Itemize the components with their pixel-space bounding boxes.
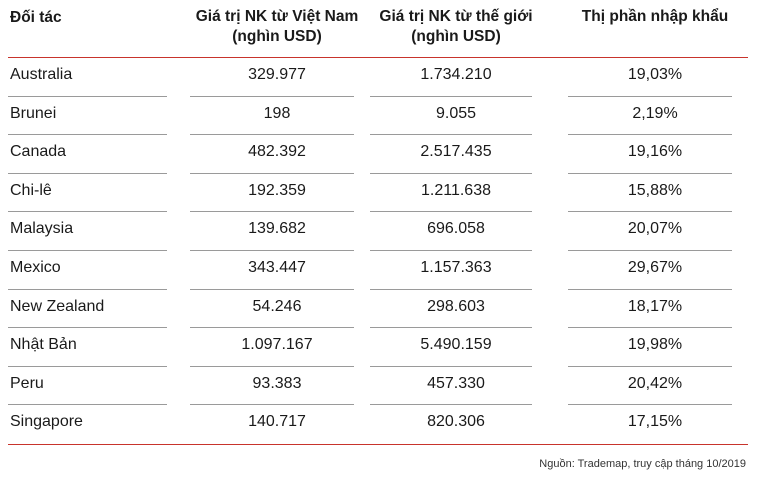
header-rule <box>8 57 748 58</box>
partner-name: Nhật Bản <box>10 336 77 354</box>
value-cell: 93.383 <box>252 374 302 392</box>
partner-name: Australia <box>10 66 73 83</box>
row-divider <box>8 288 167 290</box>
row-divider <box>190 250 354 251</box>
value-cell: 9.055 <box>435 104 477 122</box>
value-cell: 1.734.210 <box>420 66 492 83</box>
value-cell: 298.603 <box>427 297 485 315</box>
row-divider <box>568 95 732 97</box>
row-divider <box>190 134 354 136</box>
value-cell: 820.306 <box>427 413 485 431</box>
bottom-rule <box>8 444 748 445</box>
value-cell: 29,67% <box>627 259 683 276</box>
row-divider <box>568 288 732 290</box>
row-divider <box>568 134 732 136</box>
row-divider <box>8 250 167 251</box>
value-cell: 1.211.638 <box>421 181 491 199</box>
row-divider <box>370 250 532 251</box>
row-divider <box>370 134 532 136</box>
header-cell: Thị phần nhập khẩu <box>581 8 729 25</box>
partner-name: New Zealand <box>10 297 105 315</box>
row-divider <box>190 211 354 213</box>
row-divider <box>190 365 354 367</box>
value-cell: 343.447 <box>248 259 306 276</box>
row-divider <box>568 404 732 406</box>
row-divider <box>8 134 167 136</box>
value-cell: 1.097.167 <box>241 336 313 354</box>
row-divider <box>190 95 354 97</box>
row-divider <box>568 211 732 213</box>
partner-name: Brunei <box>10 104 57 122</box>
value-cell: 140.717 <box>248 413 306 431</box>
value-cell: 696.058 <box>427 220 485 238</box>
value-cell: 457.330 <box>427 374 485 392</box>
row-divider <box>370 404 532 406</box>
row-divider <box>370 288 532 290</box>
row-divider <box>370 365 532 367</box>
row-divider <box>190 404 354 406</box>
row-divider <box>568 365 732 367</box>
partner-name: Peru <box>10 374 44 392</box>
row-divider <box>8 404 167 406</box>
partner-name: Mexico <box>10 259 61 276</box>
row-divider <box>190 288 354 290</box>
value-cell: 329.977 <box>248 66 306 83</box>
row-divider <box>190 327 354 329</box>
partner-name: Canada <box>10 143 67 161</box>
value-cell: 20,07% <box>627 220 683 238</box>
value-cell: 5.490.159 <box>420 336 492 354</box>
header-cell: Giá trị NK từ thế giới (nghìn USD) <box>379 8 533 45</box>
row-divider <box>8 172 167 174</box>
partner-name: Malaysia <box>10 220 74 238</box>
row-divider <box>568 172 732 174</box>
header-cell: Giá trị NK từ Việt Nam (nghìn USD) <box>195 8 359 45</box>
value-cell: 18,17% <box>627 297 683 315</box>
header-cell: Đối tác <box>10 9 62 26</box>
row-divider <box>190 172 354 174</box>
value-cell: 139.682 <box>248 220 306 238</box>
row-divider <box>8 327 167 329</box>
row-divider <box>370 211 532 213</box>
row-divider <box>8 211 167 213</box>
value-cell: 19,16% <box>627 143 683 161</box>
row-divider <box>568 327 732 329</box>
value-cell: 2,19% <box>632 104 678 122</box>
row-divider <box>370 172 532 174</box>
value-cell: 2.517.435 <box>420 143 492 161</box>
row-divider <box>370 327 532 329</box>
row-divider <box>370 95 532 97</box>
value-cell: 17,15% <box>627 413 683 431</box>
value-cell: 15,88% <box>627 181 683 199</box>
source-note: Nguồn: Trademap, truy cập tháng 10/2019 <box>539 458 746 470</box>
value-cell: 20,42% <box>627 374 683 392</box>
partner-name: Chi-lê <box>10 181 52 199</box>
value-cell: 19,98% <box>627 336 683 354</box>
value-cell: 198 <box>263 104 291 122</box>
value-cell: 54.246 <box>252 297 302 315</box>
partner-name: Singapore <box>10 413 83 431</box>
value-cell: 192.359 <box>248 181 306 199</box>
value-cell: 1.157.363 <box>420 259 492 276</box>
row-divider <box>568 250 732 251</box>
row-divider <box>8 95 167 97</box>
value-cell: 19,03% <box>627 66 683 83</box>
value-cell: 482.392 <box>248 143 306 161</box>
row-divider <box>8 365 167 367</box>
